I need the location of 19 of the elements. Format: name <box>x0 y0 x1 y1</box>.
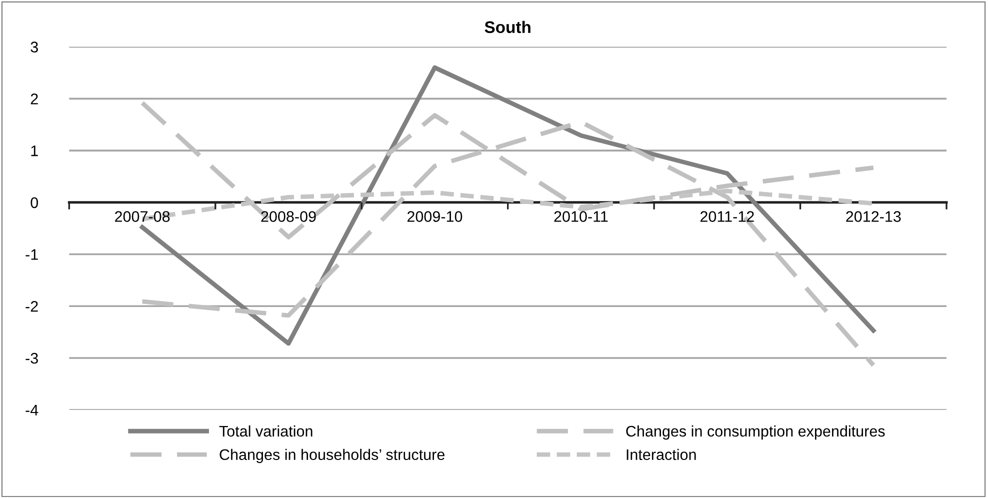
x-tick-label: 2008-09 <box>261 211 316 222</box>
chart-title: South <box>484 20 530 34</box>
x-tick-label: 2012-13 <box>846 211 901 222</box>
y-tick-label: -3 <box>26 352 38 364</box>
y-tick-label: 0 <box>30 197 38 208</box>
y-tick-label: -4 <box>26 404 38 416</box>
x-tick-label: 2011-12 <box>700 211 754 222</box>
y-tick-label: -1 <box>26 249 38 260</box>
y-tick-label: -2 <box>26 300 38 312</box>
legend-label: Total variation <box>219 425 312 437</box>
y-tick-label: 2 <box>30 94 38 104</box>
legend-label: Interaction <box>626 448 696 460</box>
y-tick-label: 1 <box>31 146 38 156</box>
y-tick-label: 3 <box>30 42 38 52</box>
legend-label: Changes in households’ structure <box>220 448 444 464</box>
x-tick-label: 2010-11 <box>554 211 608 222</box>
x-tick-label: 2009-10 <box>407 211 462 222</box>
x-tick-label: 2007-08 <box>115 211 170 222</box>
legend-label: Changes in consumption expenditures <box>626 425 885 440</box>
